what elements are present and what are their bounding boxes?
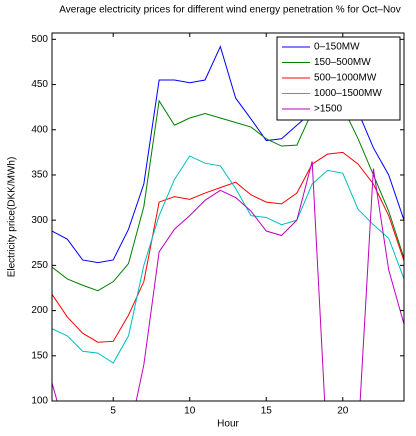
series-line	[52, 161, 404, 401]
y-tick-label: 350	[31, 170, 48, 181]
chart-title: Average electricity prices for different…	[59, 5, 400, 16]
x-tick-label: 20	[337, 406, 349, 417]
x-tick-label: 15	[261, 406, 273, 417]
legend-label: 0–150MW	[314, 42, 360, 53]
y-tick-label: 100	[31, 396, 48, 407]
x-axis-label: Hour	[217, 419, 239, 430]
y-tick-label: 300	[31, 215, 48, 226]
y-tick-label: 400	[31, 124, 48, 135]
y-tick-label: 250	[31, 260, 48, 271]
y-tick-label: 450	[31, 79, 48, 90]
series-line	[52, 151, 404, 343]
y-tick-label: 200	[31, 305, 48, 316]
legend-label: >1500	[314, 104, 343, 115]
y-tick-label: 500	[31, 34, 48, 45]
y-tick-label: 150	[31, 350, 48, 361]
legend-label: 500–1000MW	[314, 73, 377, 84]
legend-label: 150–500MW	[314, 57, 371, 68]
series-line	[52, 99, 404, 292]
series-line	[52, 155, 404, 364]
plot-frame	[51, 32, 405, 402]
legend-label: 1000–1500MW	[314, 88, 382, 99]
x-tick-label: 10	[184, 406, 196, 417]
y-axis-label: Electricity price(DKK/MWh)	[7, 157, 18, 278]
x-tick-label: 5	[110, 406, 116, 417]
